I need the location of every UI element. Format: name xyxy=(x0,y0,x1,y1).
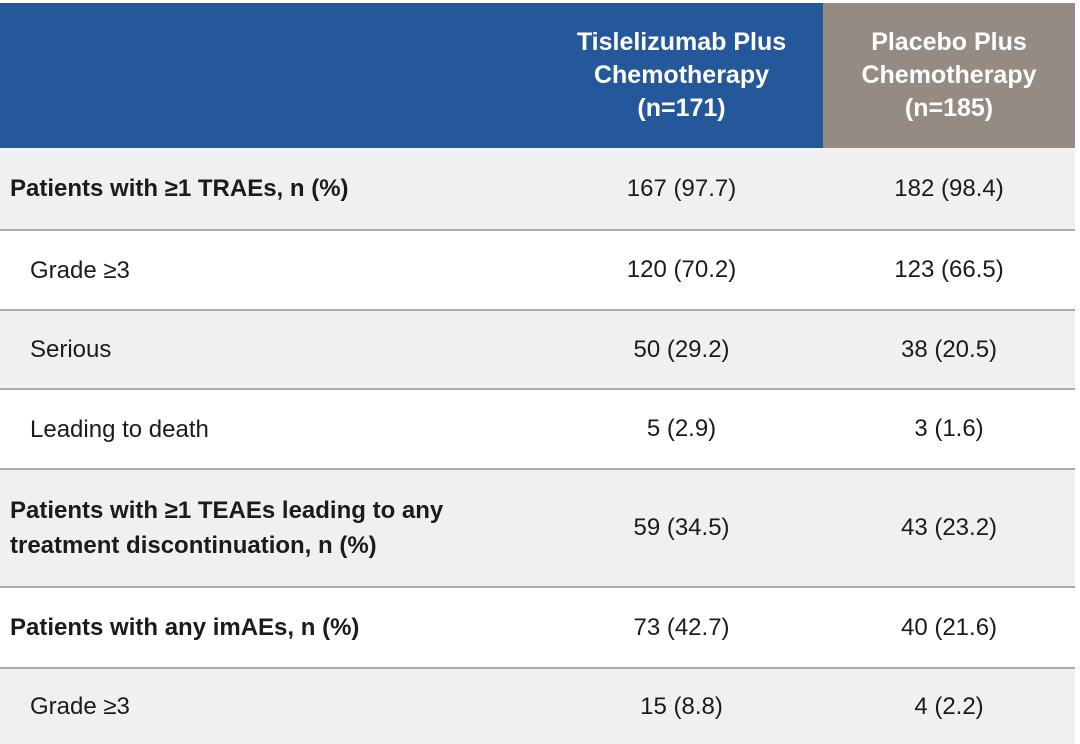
value-placebo: 3 (1.6) xyxy=(914,415,984,442)
table-row-imaes: Patients with any imAEs, n (%) 73 (42.7)… xyxy=(0,588,1075,669)
row-label: Grade ≥3 xyxy=(30,256,130,284)
value-tislelizumab: 73 (42.7) xyxy=(633,613,730,641)
header-tislelizumab-line1: Tislelizumab Plus xyxy=(576,28,787,56)
value-placebo: 4 (2.2) xyxy=(914,692,984,720)
table-row-traes-serious: Serious 50 (29.2) 38 (20.5) xyxy=(0,311,1075,390)
value-placebo: 182 (98.4) xyxy=(894,174,1004,202)
header-tislelizumab-line2: Chemotherapy xyxy=(593,61,770,89)
safety-summary-table: Tislelizumab Plus Chemotherapy (n=171) P… xyxy=(0,3,1075,744)
row-label: Patients with ≥1 TRAEs, n (%) xyxy=(10,175,349,202)
header-placebo-chemotherapy: Placebo Plus Chemotherapy (n=185) xyxy=(823,3,1075,148)
table-row-teaes-discontinuation: Patients with ≥1 TEAEs leading to any tr… xyxy=(0,470,1075,588)
row-label: Serious xyxy=(30,336,112,363)
table-row-traes: Patients with ≥1 TRAEs, n (%) 167 (97.7)… xyxy=(0,148,1075,231)
header-tislelizumab-n: (n=171) xyxy=(637,94,726,122)
value-tislelizumab: 59 (34.5) xyxy=(633,514,730,541)
row-label: Leading to death xyxy=(30,415,209,443)
table-row-imaes-grade3: Grade ≥3 15 (8.8) 4 (2.2) xyxy=(0,669,1075,744)
table-header-row: Tislelizumab Plus Chemotherapy (n=171) P… xyxy=(0,3,1075,148)
row-label: Grade ≥3 xyxy=(30,693,130,720)
header-placebo-line2: Chemotherapy xyxy=(861,61,1037,89)
header-placebo-line1: Placebo Plus xyxy=(871,28,1027,56)
value-placebo: 40 (21.6) xyxy=(900,613,998,641)
value-tislelizumab: 5 (2.9) xyxy=(646,415,717,442)
value-tislelizumab: 15 (8.8) xyxy=(640,692,723,720)
row-label: Patients with ≥1 TEAEs leading to any tr… xyxy=(10,497,444,559)
value-placebo: 38 (20.5) xyxy=(900,335,998,363)
row-label: Patients with any imAEs, n (%) xyxy=(10,614,360,641)
header-tislelizumab-chemotherapy: Tislelizumab Plus Chemotherapy (n=171) xyxy=(0,3,823,148)
value-placebo: 43 (23.2) xyxy=(900,514,998,541)
table-row-traes-grade3: Grade ≥3 120 (70.2) 123 (66.5) xyxy=(0,231,1075,311)
table-row-traes-death: Leading to death 5 (2.9) 3 (1.6) xyxy=(0,390,1075,470)
value-placebo: 123 (66.5) xyxy=(894,256,1004,283)
header-placebo-n: (n=185) xyxy=(904,94,994,122)
value-tislelizumab: 120 (70.2) xyxy=(626,256,737,283)
value-tislelizumab: 50 (29.2) xyxy=(633,335,730,363)
value-tislelizumab: 167 (97.7) xyxy=(626,174,737,202)
